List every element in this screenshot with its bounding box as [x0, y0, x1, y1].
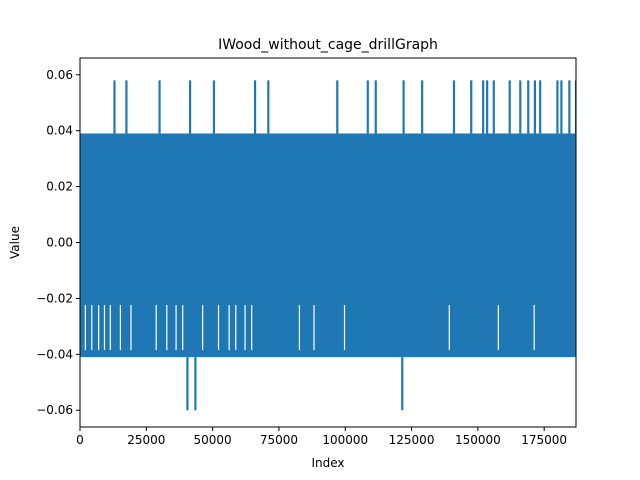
band-gap	[119, 305, 121, 351]
plot-area	[80, 80, 576, 411]
band-gap	[175, 305, 177, 351]
band-gap	[448, 305, 450, 351]
band-gap	[217, 305, 220, 351]
y-tick-label: 0.00	[46, 236, 73, 250]
band-gap	[103, 305, 106, 351]
y-tick-label: −0.06	[36, 403, 73, 417]
y-axis: −0.06 −0.04 −0.02 0.00 0.02 0.04 0.06	[36, 68, 80, 417]
y-tick-label: −0.02	[36, 291, 73, 305]
band-gap	[98, 305, 100, 351]
x-tick-label: 75000	[260, 433, 298, 447]
x-tick-label: 125000	[389, 433, 435, 447]
x-tick-label: 175000	[521, 433, 567, 447]
y-tick-label: 0.06	[46, 68, 73, 82]
y-tick-label: −0.04	[36, 347, 73, 361]
band-gap	[84, 305, 86, 351]
series-band-lower	[80, 304, 576, 358]
series-line	[80, 80, 576, 411]
x-tick-label: 150000	[455, 433, 501, 447]
band-gap	[130, 305, 132, 351]
chart-title: IWood_without_cage_drillGraph	[218, 37, 438, 53]
y-tick-label: 0.02	[46, 180, 73, 194]
x-tick-label: 100000	[322, 433, 368, 447]
band-gap	[251, 305, 253, 351]
band-gap	[182, 305, 184, 351]
x-tick-label: 0	[76, 433, 84, 447]
band-gap	[228, 305, 230, 351]
band-gap	[244, 305, 246, 351]
band-gap	[166, 305, 168, 351]
band-gap	[202, 305, 204, 351]
y-tick-label: 0.04	[46, 124, 73, 138]
band-gap	[343, 305, 346, 351]
band-gap	[155, 305, 157, 351]
band-gap	[298, 305, 301, 351]
x-tick-label: 50000	[194, 433, 232, 447]
y-axis-label: Value	[8, 226, 22, 259]
series-band	[80, 133, 576, 304]
x-axis-label: Index	[311, 456, 344, 470]
x-tick-label: 25000	[127, 433, 165, 447]
band-gap	[497, 305, 499, 351]
band-gap	[313, 305, 315, 351]
x-axis: 0 25000 50000 75000 100000 125000 150000 175000	[76, 427, 567, 447]
band-gap	[235, 305, 237, 351]
band-gap	[91, 305, 93, 351]
band-gap	[533, 305, 535, 351]
band-gap	[109, 305, 111, 351]
